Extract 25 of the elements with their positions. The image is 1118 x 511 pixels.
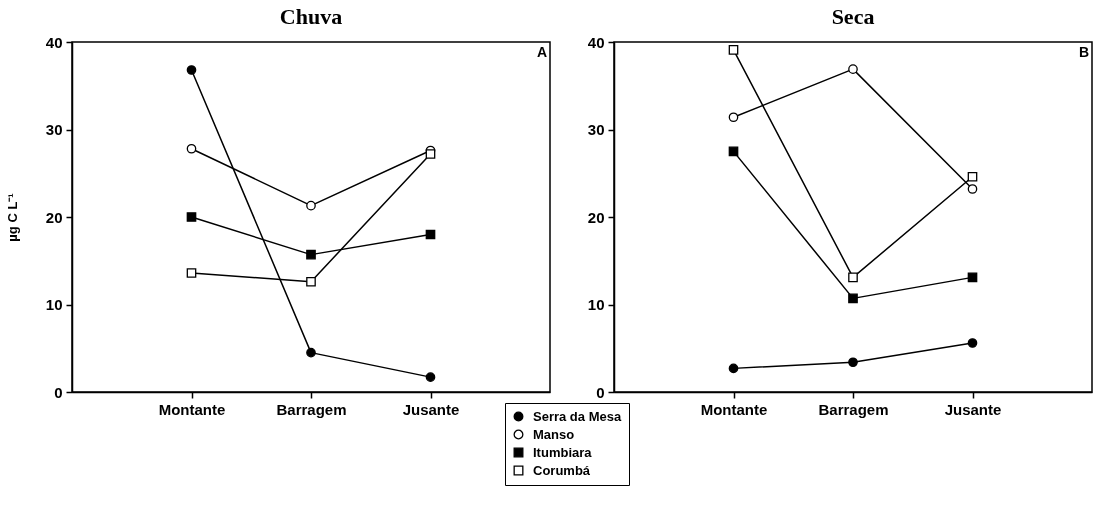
- x-tick-label: Montante: [700, 400, 768, 418]
- legend-label: Serra da Mesa: [533, 408, 622, 424]
- legend-label: Corumbá: [533, 462, 591, 478]
- y-tick-label: 0: [596, 383, 605, 401]
- y-tick-label: 40: [45, 33, 63, 51]
- y-tick-label: 0: [54, 383, 63, 401]
- x-tick-label: Montante: [158, 400, 226, 418]
- legend-label: Itumbiara: [533, 444, 593, 460]
- chart-title: Seca: [831, 4, 875, 29]
- y-tick-label: 20: [587, 208, 605, 226]
- x-tick-label: Jusante: [402, 400, 460, 418]
- annotation: A: [536, 44, 547, 60]
- y-tick-label: 30: [587, 121, 605, 138]
- annotation: B: [1078, 44, 1089, 60]
- y-tick-label: 30: [45, 121, 63, 138]
- y-tick-label: 20: [45, 208, 63, 226]
- chart-title: Chuva: [279, 4, 343, 29]
- y-tick-label: 40: [587, 33, 605, 51]
- x-tick-label: Barragem: [276, 400, 347, 418]
- x-tick-label: Barragem: [818, 400, 889, 418]
- y-tick-label: 10: [45, 296, 63, 313]
- legend-label: Manso: [533, 426, 575, 442]
- x-tick-label: Jusante: [944, 400, 1002, 418]
- y-tick-label: 10: [587, 296, 605, 313]
- y-axis-title: µg C L⁻¹: [4, 193, 20, 242]
